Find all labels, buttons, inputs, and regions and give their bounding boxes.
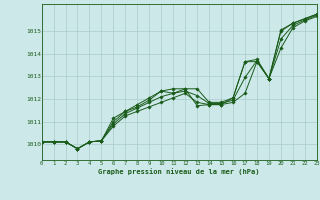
X-axis label: Graphe pression niveau de la mer (hPa): Graphe pression niveau de la mer (hPa)	[99, 168, 260, 175]
